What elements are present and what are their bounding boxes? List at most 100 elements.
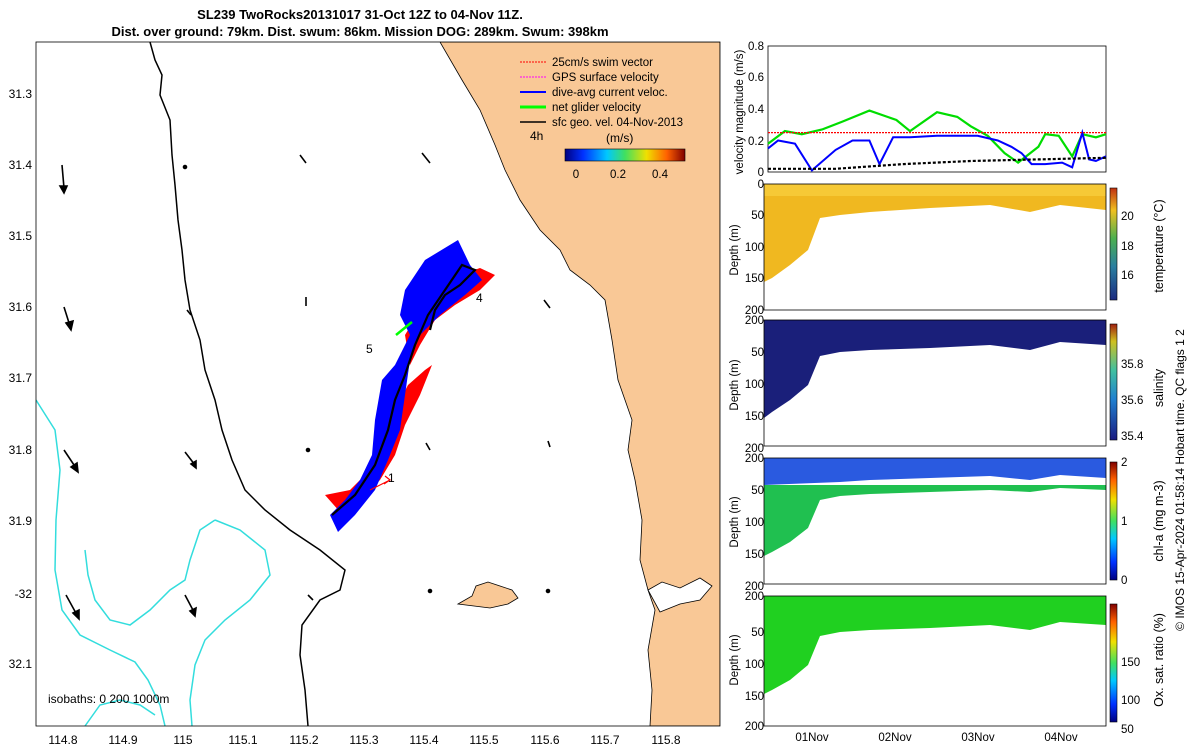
- glider-track: [331, 263, 477, 516]
- ox-cb-label: Ox. sat. ratio (%): [1152, 613, 1166, 707]
- temp-cb-label: temperature (°C): [1152, 199, 1166, 292]
- velocity-y-axis: 0 0.2 0.4 0.6 0.8: [748, 41, 765, 179]
- velocity-series-green: [767, 109, 1107, 164]
- isobath-label: isobaths: 0 200 1000m: [48, 692, 169, 706]
- track-label-5: 5: [366, 342, 373, 356]
- isobath-1000m-c: [84, 699, 156, 726]
- net-glider-velocity: [395, 321, 413, 336]
- map-xtick-8: 115.6: [530, 733, 559, 747]
- chl-cb-tick-1: 1: [1121, 516, 1127, 528]
- temp-cb-tick-0: 16: [1121, 270, 1134, 282]
- salinity-field: [764, 320, 1106, 418]
- time-tick-2: 03Nov: [961, 732, 994, 744]
- map-ytick-2: 31.5: [9, 229, 33, 243]
- map-ytick-1: 31.4: [9, 158, 33, 172]
- velocity-series-blue: [767, 128, 1107, 172]
- map-xtick-10: 115.8: [651, 733, 680, 747]
- chla-field-deep: [764, 485, 1106, 556]
- map-xtick-2: 115: [173, 733, 192, 747]
- temperature-field: [764, 184, 1106, 282]
- time-tick-3: 04Nov: [1044, 732, 1077, 744]
- chl-ytick-2: 100: [745, 517, 764, 529]
- legend-swim-label: 25cm/s swim vector: [552, 57, 653, 69]
- sal-cb-label: salinity: [1152, 368, 1166, 407]
- map-y-axis: 31.3 31.4 31.5 31.6 31.7 31.8 31.9 -32 3…: [9, 87, 33, 671]
- sal-ytick-0: 200: [745, 315, 764, 327]
- map-colorbar-ticks: 0 0.2 0.4: [573, 169, 669, 181]
- oxygen-field: [764, 596, 1106, 694]
- vel-ytick-4: 0.8: [748, 41, 764, 53]
- chl-ylabel: Depth (m): [729, 496, 741, 547]
- time-tick-0: 01Nov: [795, 732, 828, 744]
- chla-field-surface: [764, 458, 1106, 485]
- oxygen-colorbar: [1109, 603, 1118, 723]
- temperature-frame: [763, 183, 1107, 311]
- sal-cb-tick-0: 35.4: [1121, 431, 1144, 443]
- ox-ytick-2: 100: [745, 659, 764, 671]
- velocity-series: [767, 109, 1107, 172]
- track-label-4: 4: [476, 291, 483, 305]
- sal-ytick-4: 200: [745, 443, 764, 455]
- map-ytick-5: 31.8: [9, 443, 33, 457]
- temp-ytick-3: 150: [745, 273, 764, 285]
- map-xtick-6: 115.4: [409, 733, 438, 747]
- map-legend: 25cm/s swim vector GPS surface velocity …: [520, 57, 683, 129]
- vel-ytick-3: 0.6: [748, 72, 764, 84]
- time-marker: 4h: [530, 129, 543, 143]
- map-colorbar-unit: (m/s): [606, 131, 633, 145]
- velocity-frame: [767, 45, 1107, 173]
- map-cb-tick-1: 0.2: [610, 169, 626, 181]
- land-mass: [439, 42, 720, 726]
- ox-cb-tick-0: 100: [1121, 695, 1140, 707]
- map-x-axis: 114.8 114.9 115 115.1 115.2 115.3 115.4 …: [48, 733, 680, 747]
- map-ytick-4: 31.7: [9, 371, 33, 385]
- sal-ytick-1: 50: [751, 347, 764, 359]
- chla-frame: [763, 457, 1107, 585]
- temperature-field-upper: [764, 184, 1106, 196]
- temperature-colorbar: [1109, 187, 1118, 301]
- map-panel: 1 4 5 4h 25cm/s swim vector GPS surface …: [9, 41, 721, 747]
- sfc-geo-vectors: [58, 152, 551, 621]
- chl-cb-label: chl-a (mg m-3): [1152, 480, 1166, 561]
- isobath-1000m: [36, 399, 166, 726]
- title-line-1: SL239 TwoRocks20131017 31-Oct 12Z to 04-…: [197, 7, 523, 22]
- temp-cb-tick-2: 20: [1121, 211, 1134, 223]
- temp-ytick-1: 50: [751, 210, 764, 222]
- chla-panel: [763, 457, 1118, 585]
- sal-ytick-2: 100: [745, 379, 764, 391]
- profile-ylabels: Depth (m) Depth (m) Depth (m) Depth (m): [729, 224, 741, 685]
- chl-cb-tick-0: 0: [1121, 575, 1127, 587]
- salinity-colorbar: [1109, 323, 1118, 441]
- map-cb-tick-0: 0: [573, 169, 579, 181]
- track-label-1: 1: [388, 471, 395, 485]
- velocity-ylabel: velocity magnitude (m/s): [734, 50, 746, 175]
- profile-y-axes: 0 50 100 150 200 200 50 100 150 200 200 …: [745, 179, 764, 733]
- legend-gps-label: GPS surface velocity: [552, 72, 659, 84]
- map-ytick-7: -32: [15, 587, 33, 601]
- time-axis: 01Nov 02Nov 03Nov 04Nov: [795, 732, 1077, 744]
- isobath-200m: [149, 42, 346, 726]
- temp-ytick-2: 100: [745, 242, 764, 254]
- swim-arrow: [369, 475, 392, 491]
- island: [456, 581, 519, 609]
- title-line-2: Dist. over ground: 79km. Dist. swum: 86k…: [111, 24, 609, 39]
- map-colorbar: [564, 148, 686, 162]
- map-xtick-7: 115.5: [469, 733, 498, 747]
- isobath-1000m-b: [84, 519, 271, 726]
- oxygen-frame: [763, 595, 1107, 727]
- current-vector-band: [330, 240, 482, 532]
- map-frame: [35, 41, 721, 727]
- sal-cb-tick-2: 35.8: [1121, 359, 1143, 371]
- vel-ytick-0: 0: [758, 167, 764, 179]
- map-ytick-0: 31.3: [9, 87, 33, 101]
- coastal-inlet: [647, 577, 713, 613]
- sal-ytick-3: 150: [745, 411, 764, 423]
- map-xtick-5: 115.3: [349, 733, 378, 747]
- temperature-panel: [763, 183, 1118, 311]
- oxygen-panel: [763, 595, 1118, 727]
- ox-ytick-4: 200: [745, 721, 764, 733]
- profile-colorbar-ticks: 16 18 20 35.4 35.6 35.8 0 1 2 100 50 150: [1121, 211, 1144, 736]
- ox-ylabel: Depth (m): [729, 634, 741, 685]
- map-ytick-3: 31.6: [9, 300, 33, 314]
